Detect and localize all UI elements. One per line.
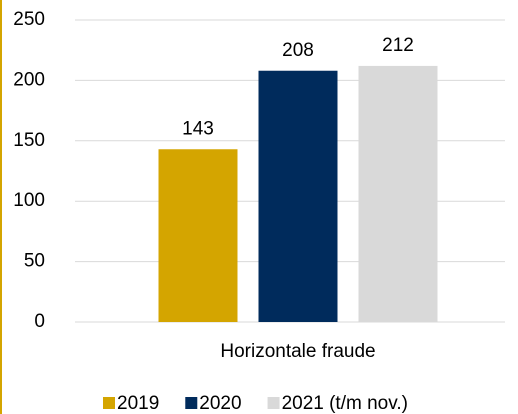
legend-label: 2021 (t/m nov.) xyxy=(282,393,408,414)
bar xyxy=(258,70,338,323)
data-label: 208 xyxy=(282,40,314,61)
data-label: 212 xyxy=(382,35,414,56)
data-label: 143 xyxy=(182,118,214,139)
y-tick-label: 250 xyxy=(13,9,45,30)
legend-label: 2019 xyxy=(117,393,159,414)
y-tick-label: 50 xyxy=(24,251,45,272)
bar xyxy=(158,149,238,322)
legend-label: 2020 xyxy=(199,393,241,414)
x-tick-label: Horizontale fraude xyxy=(220,341,375,362)
y-tick-label: 150 xyxy=(13,130,45,151)
legend-swatch xyxy=(185,397,198,409)
left-border xyxy=(0,0,2,414)
y-tick-label: 100 xyxy=(13,190,45,211)
bar xyxy=(358,65,438,323)
legend-swatch xyxy=(267,397,280,409)
legend-swatch xyxy=(103,397,115,409)
y-tick-label: 0 xyxy=(34,311,45,332)
y-tick-label: 200 xyxy=(13,69,45,90)
